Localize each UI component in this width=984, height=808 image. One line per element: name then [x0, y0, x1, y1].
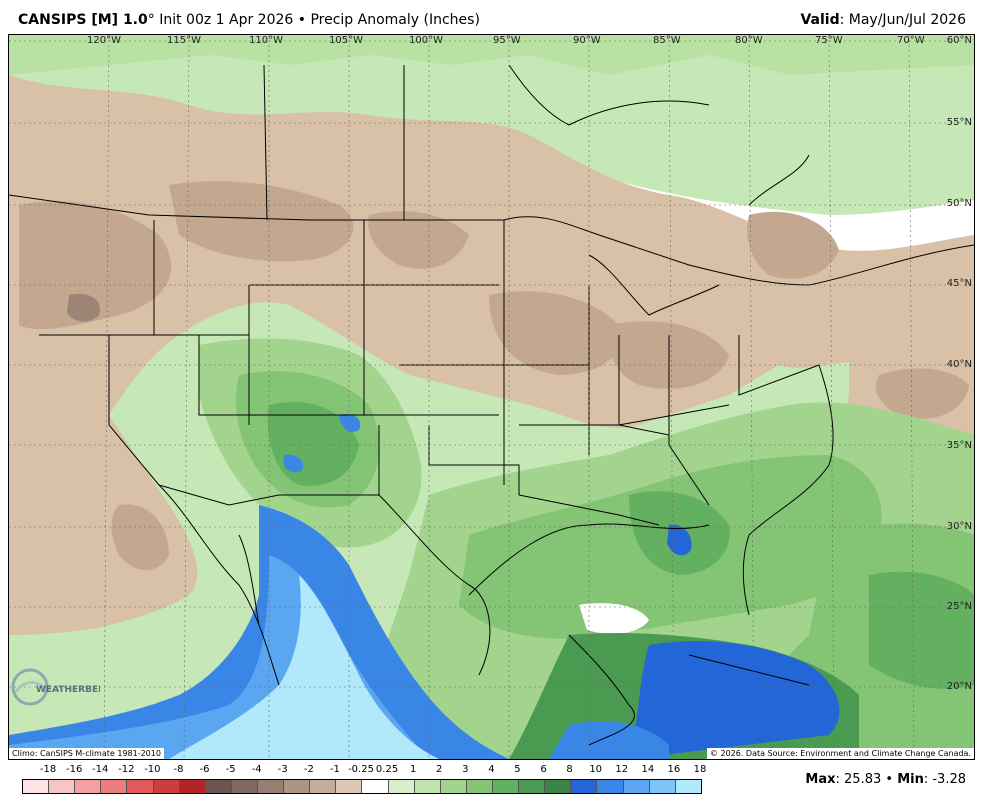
colorbar-swatch	[597, 780, 624, 793]
colorbar-legend: -18 -16 -14 -12 -10 -8 -6 -5 -4 -3 -2 -1 -0.25 0.25 1 2…	[22, 762, 706, 802]
colorbar-swatch	[440, 780, 467, 793]
colorbar-tick-label: 12	[615, 764, 629, 775]
colorbar-tick-label: 0.25	[375, 764, 399, 775]
lat-label-30n: 30°N	[946, 521, 972, 532]
climo-note: Climo: CanSIPS M-climate 1981-2010	[9, 748, 164, 759]
lat-label-25n: 25°N	[946, 601, 972, 612]
max-label: Max	[805, 772, 836, 787]
model-name: CANSIPS [M] 1.0	[18, 12, 148, 28]
max-value: : 25.83 •	[835, 772, 898, 787]
colorbar-swatch	[153, 780, 180, 793]
colorbar-tick-label: -5	[225, 764, 236, 775]
colorbar-swatches	[22, 779, 702, 794]
colorbar-swatch	[519, 780, 546, 793]
colorbar-tick-label: 8	[566, 764, 573, 775]
run-description: Init 00z 1 Apr 2026 • Precip Anomaly (In…	[154, 12, 480, 28]
colorbar-tick-label: 6	[540, 764, 547, 775]
colorbar-tick-label: 16	[667, 764, 681, 775]
colorbar-tick-label: 18	[693, 764, 707, 775]
logo-text: WEATHERBELL	[36, 685, 100, 695]
lat-label-60n: 60°N	[946, 35, 972, 46]
lat-label-45n: 45°N	[946, 278, 972, 289]
colorbar-swatch	[23, 780, 50, 793]
colorbar-swatch	[179, 780, 206, 793]
weatherbell-logo: WEATHERBELL	[11, 668, 100, 706]
colorbar-swatch	[101, 780, 128, 793]
colorbar-tick-label: -1	[329, 764, 340, 775]
colorbar-tick-label: -16	[65, 764, 83, 775]
min-value: : -3.28	[923, 772, 966, 787]
colorbar-swatch	[257, 780, 285, 793]
colorbar-swatch	[336, 780, 363, 793]
lon-label-80w: 80°W	[735, 35, 763, 46]
header: CANSIPS [M] 1.0° Init 00z 1 Apr 2026 • P…	[0, 0, 984, 34]
colorbar-swatch	[49, 780, 76, 793]
colorbar-tick-label: -4	[251, 764, 262, 775]
colorbar-swatch	[649, 780, 676, 793]
valid-value: : May/Jun/Jul 2026	[839, 12, 966, 28]
colorbar-swatch	[284, 780, 311, 793]
colorbar-swatch	[623, 780, 650, 793]
colorbar-swatch	[205, 780, 232, 793]
colorbar-swatch	[127, 780, 154, 793]
colorbar-tick-label: 3	[462, 764, 469, 775]
colorbar-swatch	[362, 780, 389, 793]
colorbar-tick-label: -2	[303, 764, 314, 775]
colorbar-tick-label: -8	[173, 764, 184, 775]
min-label: Min	[897, 772, 924, 787]
lon-label-115w: 115°W	[167, 35, 201, 46]
colorbar-tick-label: 5	[514, 764, 521, 775]
colorbar-swatch	[571, 780, 598, 793]
colorbar-swatch	[310, 780, 337, 793]
colorbar-tick-label: 2	[436, 764, 443, 775]
lat-label-55n: 55°N	[946, 117, 972, 128]
lon-label-100w: 100°W	[409, 35, 443, 46]
degree-symbol: °	[147, 12, 155, 28]
colorbar-tick-label: -3	[277, 764, 288, 775]
colorbar-tick-label: -12	[118, 764, 135, 775]
lat-label-40n: 40°N	[946, 359, 972, 370]
precip-anomaly-map[interactable]: 120°W 115°W 110°W 105°W 100°W 95°W 90°W …	[8, 34, 975, 760]
colorbar-swatch	[75, 780, 102, 793]
colorbar-swatch	[231, 780, 258, 793]
lon-label-85w: 85°W	[653, 35, 681, 46]
lon-label-70w: 70°W	[897, 35, 925, 46]
colorbar-labels: -18 -16 -14 -12 -10 -8 -6 -5 -4 -3 -2 -1 -0.25 0.25 1 2…	[22, 764, 706, 778]
colorbar-tick-label: -18	[39, 764, 57, 775]
valid-label: Valid	[800, 12, 840, 28]
colorbar-tick-label: 4	[488, 764, 495, 775]
max-min-readout: Max: 25.83 • Min: -3.28	[805, 772, 966, 787]
lon-label-75w: 75°W	[815, 35, 843, 46]
colorbar-swatch	[388, 780, 415, 793]
colorbar-tick-label: -0.25	[348, 764, 374, 775]
lon-label-120w: 120°W	[87, 35, 121, 46]
colorbar-swatch	[545, 780, 572, 793]
colorbar-tick-label: 10	[589, 764, 603, 775]
colorbar-tick-label: -10	[144, 764, 161, 775]
map-canvas	[9, 35, 974, 759]
lon-label-95w: 95°W	[493, 35, 521, 46]
copyright-note: © 2026. Data Source: Environment and Cli…	[706, 748, 974, 759]
valid-period: Valid: May/Jun/Jul 2026	[800, 12, 966, 28]
colorbar-swatch	[492, 780, 520, 793]
lat-label-20n: 20°N	[946, 681, 972, 692]
colorbar-tick-label: 14	[641, 764, 655, 775]
colorbar-tick-label: 1	[409, 764, 417, 775]
lat-label-35n: 35°N	[946, 440, 972, 451]
colorbar-tick-label: -6	[199, 764, 210, 775]
colorbar-swatch	[675, 780, 701, 793]
colorbar-swatch	[414, 780, 441, 793]
lon-label-90w: 90°W	[573, 35, 601, 46]
map-title: CANSIPS [M] 1.0° Init 00z 1 Apr 2026 • P…	[18, 12, 480, 28]
lat-label-50n: 50°N	[946, 198, 972, 209]
lon-label-105w: 105°W	[329, 35, 363, 46]
colorbar-swatch	[466, 780, 493, 793]
lon-label-110w: 110°W	[249, 35, 283, 46]
colorbar-tick-label: -14	[92, 764, 109, 775]
